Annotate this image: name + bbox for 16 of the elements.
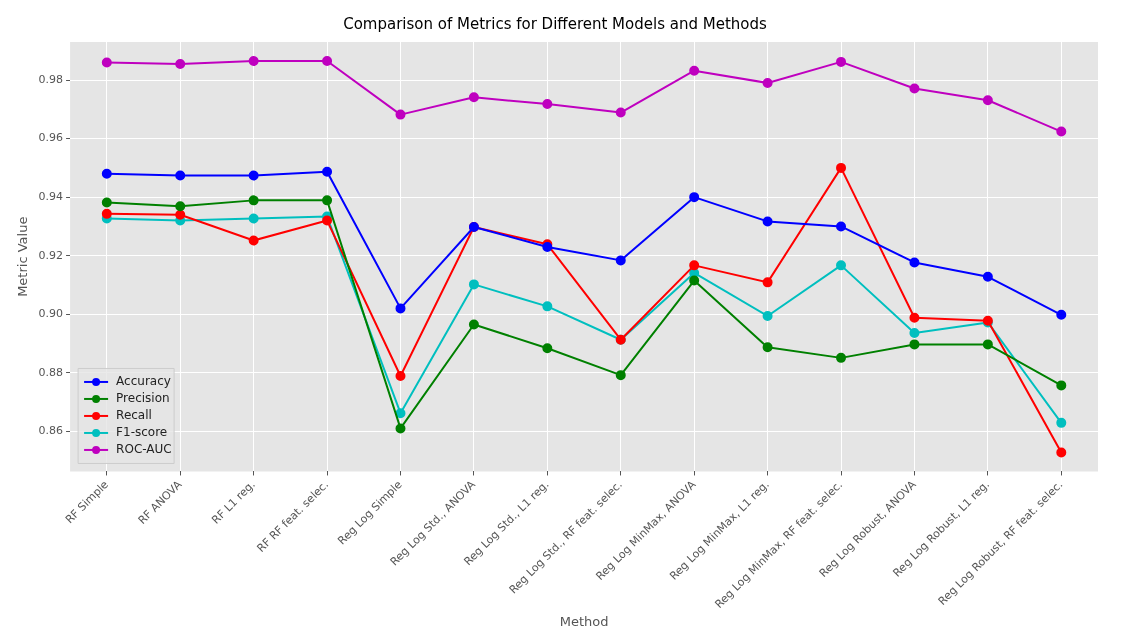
- x-tick-label: RF L1 reg.: [209, 478, 258, 527]
- y-tick-label: 0.88: [38, 365, 64, 379]
- y-tick-label: 0.98: [38, 72, 64, 86]
- legend-label: Recall: [116, 408, 152, 423]
- legend-label: Accuracy: [116, 374, 171, 389]
- legend-label: ROC-AUC: [116, 442, 172, 457]
- y-tick-label: 0.94: [38, 190, 64, 204]
- x-axis-title: Method: [559, 613, 609, 629]
- y-tick-label: 0.96: [38, 131, 64, 145]
- legend-label: Precision: [116, 391, 170, 406]
- y-tick-label: 0.86: [38, 424, 64, 438]
- y-tick-label: 0.92: [38, 248, 64, 262]
- chart-title: Comparison of Metrics for Different Models and Methods: [343, 14, 767, 33]
- y-tick-label: 0.90: [38, 307, 64, 321]
- legend-label: F1-score: [116, 425, 168, 440]
- y-axis-title: Metric Value: [15, 216, 31, 297]
